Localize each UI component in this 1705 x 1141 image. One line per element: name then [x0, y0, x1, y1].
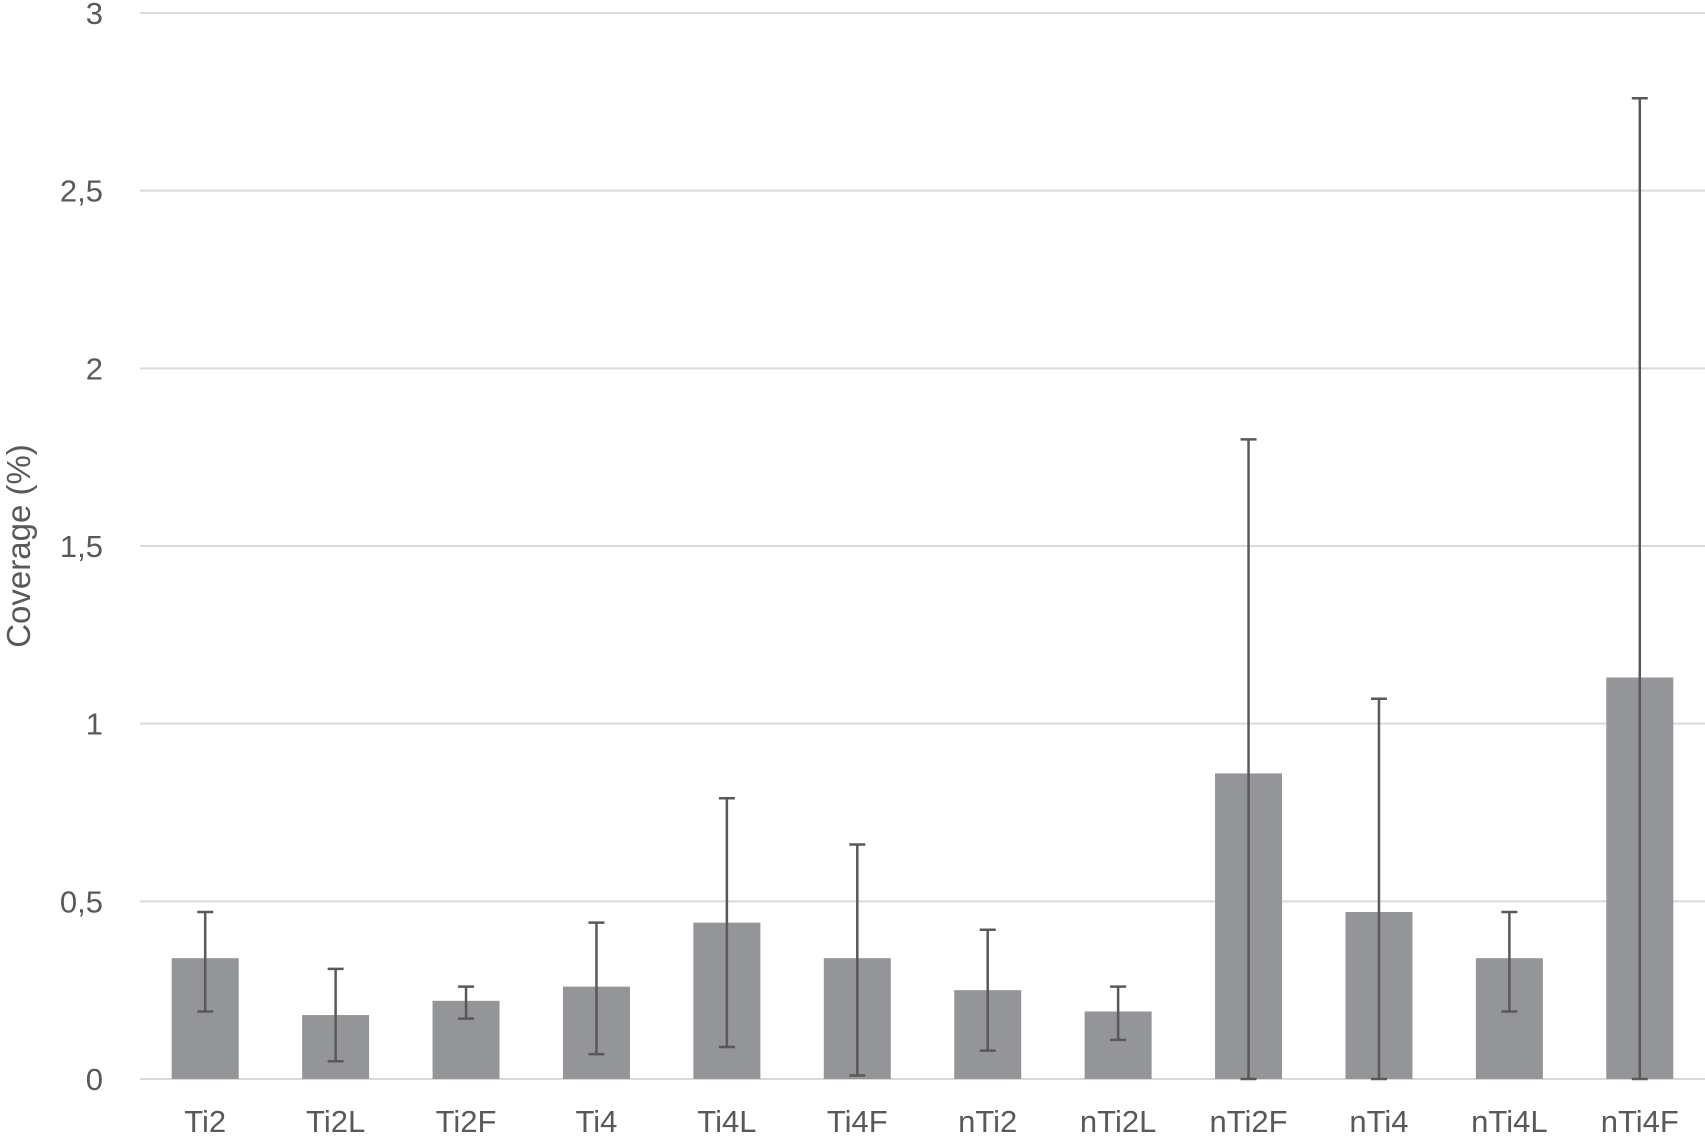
y-tick-label: 0,5	[60, 884, 103, 919]
error-bar	[1240, 438, 1257, 1081]
x-category-label: nTi2L	[1080, 1104, 1156, 1139]
x-category-label: nTi2F	[1209, 1104, 1287, 1139]
error-bar	[979, 928, 996, 1052]
error-bars	[197, 97, 1648, 1081]
gridlines	[140, 12, 1705, 1080]
x-category-label: Ti4L	[697, 1104, 756, 1139]
y-axis-title: Coverage (%)	[0, 444, 37, 648]
y-axis-tick-labels: 0 0,5 1 1,5 2 2,5 3	[60, 0, 103, 1097]
x-category-label: nTi4L	[1471, 1104, 1547, 1139]
x-category-label: nTi4F	[1601, 1104, 1679, 1139]
x-category-label: Ti2F	[436, 1104, 497, 1139]
y-tick-label: 1	[86, 707, 103, 742]
y-tick-label: 2	[86, 351, 103, 386]
error-bar	[588, 921, 605, 1056]
y-tick-label: 1,5	[60, 529, 103, 564]
x-category-label: Ti4F	[827, 1104, 888, 1139]
error-bar	[1110, 985, 1127, 1042]
error-bar	[458, 985, 475, 1020]
bars	[171, 677, 1674, 1079]
y-tick-label: 2,5	[60, 174, 103, 209]
x-category-label: nTi4	[1349, 1104, 1408, 1139]
error-bar	[1370, 697, 1387, 1081]
x-category-label: Ti2L	[306, 1104, 365, 1139]
x-axis-category-labels: Ti2 Ti2L Ti2F Ti4 Ti4L Ti4F nTi2 nTi2L nTi2F nTi4…	[184, 1104, 1679, 1139]
error-bar	[718, 797, 735, 1049]
x-category-label: Ti4	[575, 1104, 617, 1139]
error-bar	[849, 843, 866, 1077]
y-tick-label: 0	[86, 1062, 103, 1097]
error-bar	[327, 967, 344, 1063]
y-tick-label: 3	[86, 0, 103, 31]
error-bar	[1631, 97, 1648, 1081]
error-bar	[1501, 910, 1518, 1013]
x-category-label: nTi2	[958, 1104, 1017, 1139]
x-category-label: Ti2	[184, 1104, 226, 1139]
error-bar	[197, 910, 214, 1013]
